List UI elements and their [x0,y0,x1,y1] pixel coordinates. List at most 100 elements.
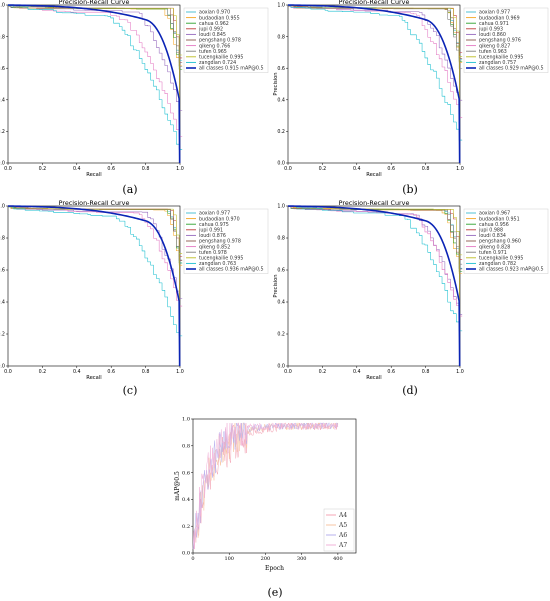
pr-panel-c-legend [183,208,269,274]
map-panel-e-legend [323,508,355,552]
pr-panel-c-legend-entry: tufen 0.978 [199,250,227,256]
caption-e: (e) [267,586,282,599]
map-panel-e-xtick-label: 400 [333,556,343,562]
pr-panel-b-plot-frame [287,4,461,164]
pr-panel-a-series-line [8,5,183,164]
pr-panel-a: 0.0 0.2 0.4 0.6 0.8 1.0 0.0 0.2 0.4 0.6 0.8 1.0 Reca… [0,0,269,178]
pr-panel-b-legend-entry: qikeng 0.827 [479,43,510,49]
caption-d: (d) [402,384,418,397]
map-panel-e-series-line [193,422,339,550]
pr-panel-d-xtick-label: 0.0 [284,369,292,375]
pr-panel-c-x-axis-label: Recall [86,375,101,381]
pr-panel-d-ytick-label: 0.8 [277,236,285,242]
pr-panel-d-xtick-label: 0.8 [422,369,430,375]
pr-panel-d-legend-entry: cahua 0.956 [479,222,509,228]
pr-panel-b-series-line [288,5,463,164]
pr-panel-c-plot-frame [7,205,181,367]
pr-panel-d-legend-entry: qikeng 0.828 [479,244,510,250]
pr-panel-c-xtick-label: 0.6 [107,369,115,375]
pr-panel-b-xtick-label: 1.0 [456,166,464,172]
map-panel-e-y-axis-label: mAP@0.5 [174,471,181,501]
pr-panel-a-legend-entry: tucengkailie 0.995 [199,55,243,61]
pr-panel-d-y-axis-label: Precision [273,274,279,297]
pr-panel-d-legend-entry: zangdian 0.782 [479,261,516,267]
pr-panel-a-series-line [8,5,183,164]
pr-panel-b-series-line [287,4,461,164]
pr-panel-b-legend-entry: tucengkailie 0.995 [479,55,523,61]
pr-panel-d-x-axis-label: Recall [366,375,381,381]
pr-panel-d-legend-entry: jupi 0.988 [478,228,503,234]
pr-panel-b-series-line [288,5,463,164]
pr-panel-c-legend-entry: aoxian 0.977 [199,211,230,217]
pr-panel-d-chart-title: Precision-Recall Curve [339,199,410,207]
pr-panel-a-ytick-label: 0.8 [0,34,5,40]
pr-panel-c-xtick-label: 0.2 [39,369,47,375]
pr-panel-c-xtick-label: 1.0 [176,369,184,375]
pr-panel-d-ytick-label: 0.6 [277,268,285,274]
pr-panel-a-legend-entry: all classes 0.915 mAP@0.5 [199,66,264,72]
pr-panel-b-ytick-label: 0.0 [277,161,285,167]
pr-panel-a-series-line [8,5,183,164]
pr-panel-c-series-line [8,206,183,367]
pr-panel-c-ytick-label: 0.8 [0,236,5,242]
pr-panel-d-legend-entry: tucengkailie 0.995 [479,256,523,262]
caption-a: (a) [122,183,137,196]
map-panel-e-legend-entry: A6 [338,532,347,539]
pr-panel-c-legend-entry: tucengkailie 0.995 [199,256,243,262]
pr-panel-d-series-line [288,205,463,367]
pr-panel-c-legend-entry: zangdian 0.763 [199,261,236,267]
caption-c: (c) [123,384,138,397]
map-panel-e-xtick-label: 200 [261,556,271,562]
map-panel-e-ytick-label: 0.0 [182,551,190,557]
pr-panel-a-xtick-label: 0.6 [107,166,115,172]
pr-panel-d-series-line [287,205,461,367]
pr-panel-d-series-line [288,206,463,367]
pr-panel-d-xtick-label: 1.0 [456,369,464,375]
pr-panel-b-legend-entry: jupi 0.993 [478,27,503,33]
pr-panel-b-legend-entry: aoxian 0.977 [479,10,510,16]
pr-panel-a-series-line [8,6,183,164]
pr-panel-a-legend [183,7,269,73]
pr-panel-c-ytick-label: 0.4 [0,300,5,306]
pr-panel-a-legend-entry: tufen 0.965 [199,49,227,55]
pr-panel-d-ytick-label: 0.4 [277,300,285,306]
pr-panel-d-legend-entry: all classes 0.923 mAP@0.5 [479,267,544,273]
pr-panel-d-legend [463,208,549,274]
pr-panel-c-series-line [8,206,183,367]
pr-panel-c-xtick-label: 0.0 [4,369,12,375]
pr-panel-c-ytick-label: 0.2 [0,332,5,338]
pr-panel-a-xtick-label: 0.8 [142,166,150,172]
pr-panel-c-legend-entry: cahua 0.975 [199,222,229,228]
pr-panel-b-series-line [288,5,463,164]
pr-panel-a-series-line [8,6,183,164]
pr-panel-c-legend-entry: pengshang 0.978 [199,239,241,245]
pr-panel-b-legend-entry: cahua 0.971 [479,21,509,27]
map-panel-e-legend-entry: A4 [338,512,347,519]
map-panel-e-ytick-label: 1.0 [182,417,190,423]
pr-panel-a-series-line [8,5,183,164]
pr-panel-b-series-line [288,5,463,164]
pr-panel-a-series-line [8,6,183,164]
pr-panel-b-legend-entry: budaodian 0.969 [479,15,520,21]
pr-panel-b-legend-entry: all classes 0.929 mAP@0.5 [479,66,544,72]
map-panel-e-ytick-label: 0.4 [182,497,190,503]
pr-panel-c-legend-entry: budaodian 0.970 [199,216,240,222]
pr-panel-d-xtick-label: 0.6 [387,369,395,375]
pr-panel-b-legend-entry: tufen 0.963 [479,49,507,55]
map-panel-e-legend-entry: A7 [338,542,347,549]
pr-panel-a-ytick-label: 1.0 [0,3,5,9]
pr-panel-a-xtick-label: 1.0 [176,166,184,172]
pr-panel-b-y-axis-label: Precision [273,72,279,95]
pr-panel-a-legend-entry: jupi 0.992 [198,27,223,33]
pr-panel-a-series-line [7,4,181,164]
pr-panel-d-legend-entry: budaodian 0.951 [479,216,520,222]
pr-panel-b-legend-entry: pengshang 0.976 [479,38,521,44]
pr-panel-a-legend-entry: budaodian 0.955 [199,15,240,21]
pr-panel-a-plot-frame [7,4,181,164]
pr-panel-a-legend-entry: pengshang 0.978 [199,38,241,44]
map-panel-e-ytick-label: 0.2 [182,524,190,530]
pr-panel-a-series-line [8,5,183,164]
pr-panel-b-series-line [288,5,463,164]
pr-panel-a-xtick-label: 0.2 [39,166,47,172]
